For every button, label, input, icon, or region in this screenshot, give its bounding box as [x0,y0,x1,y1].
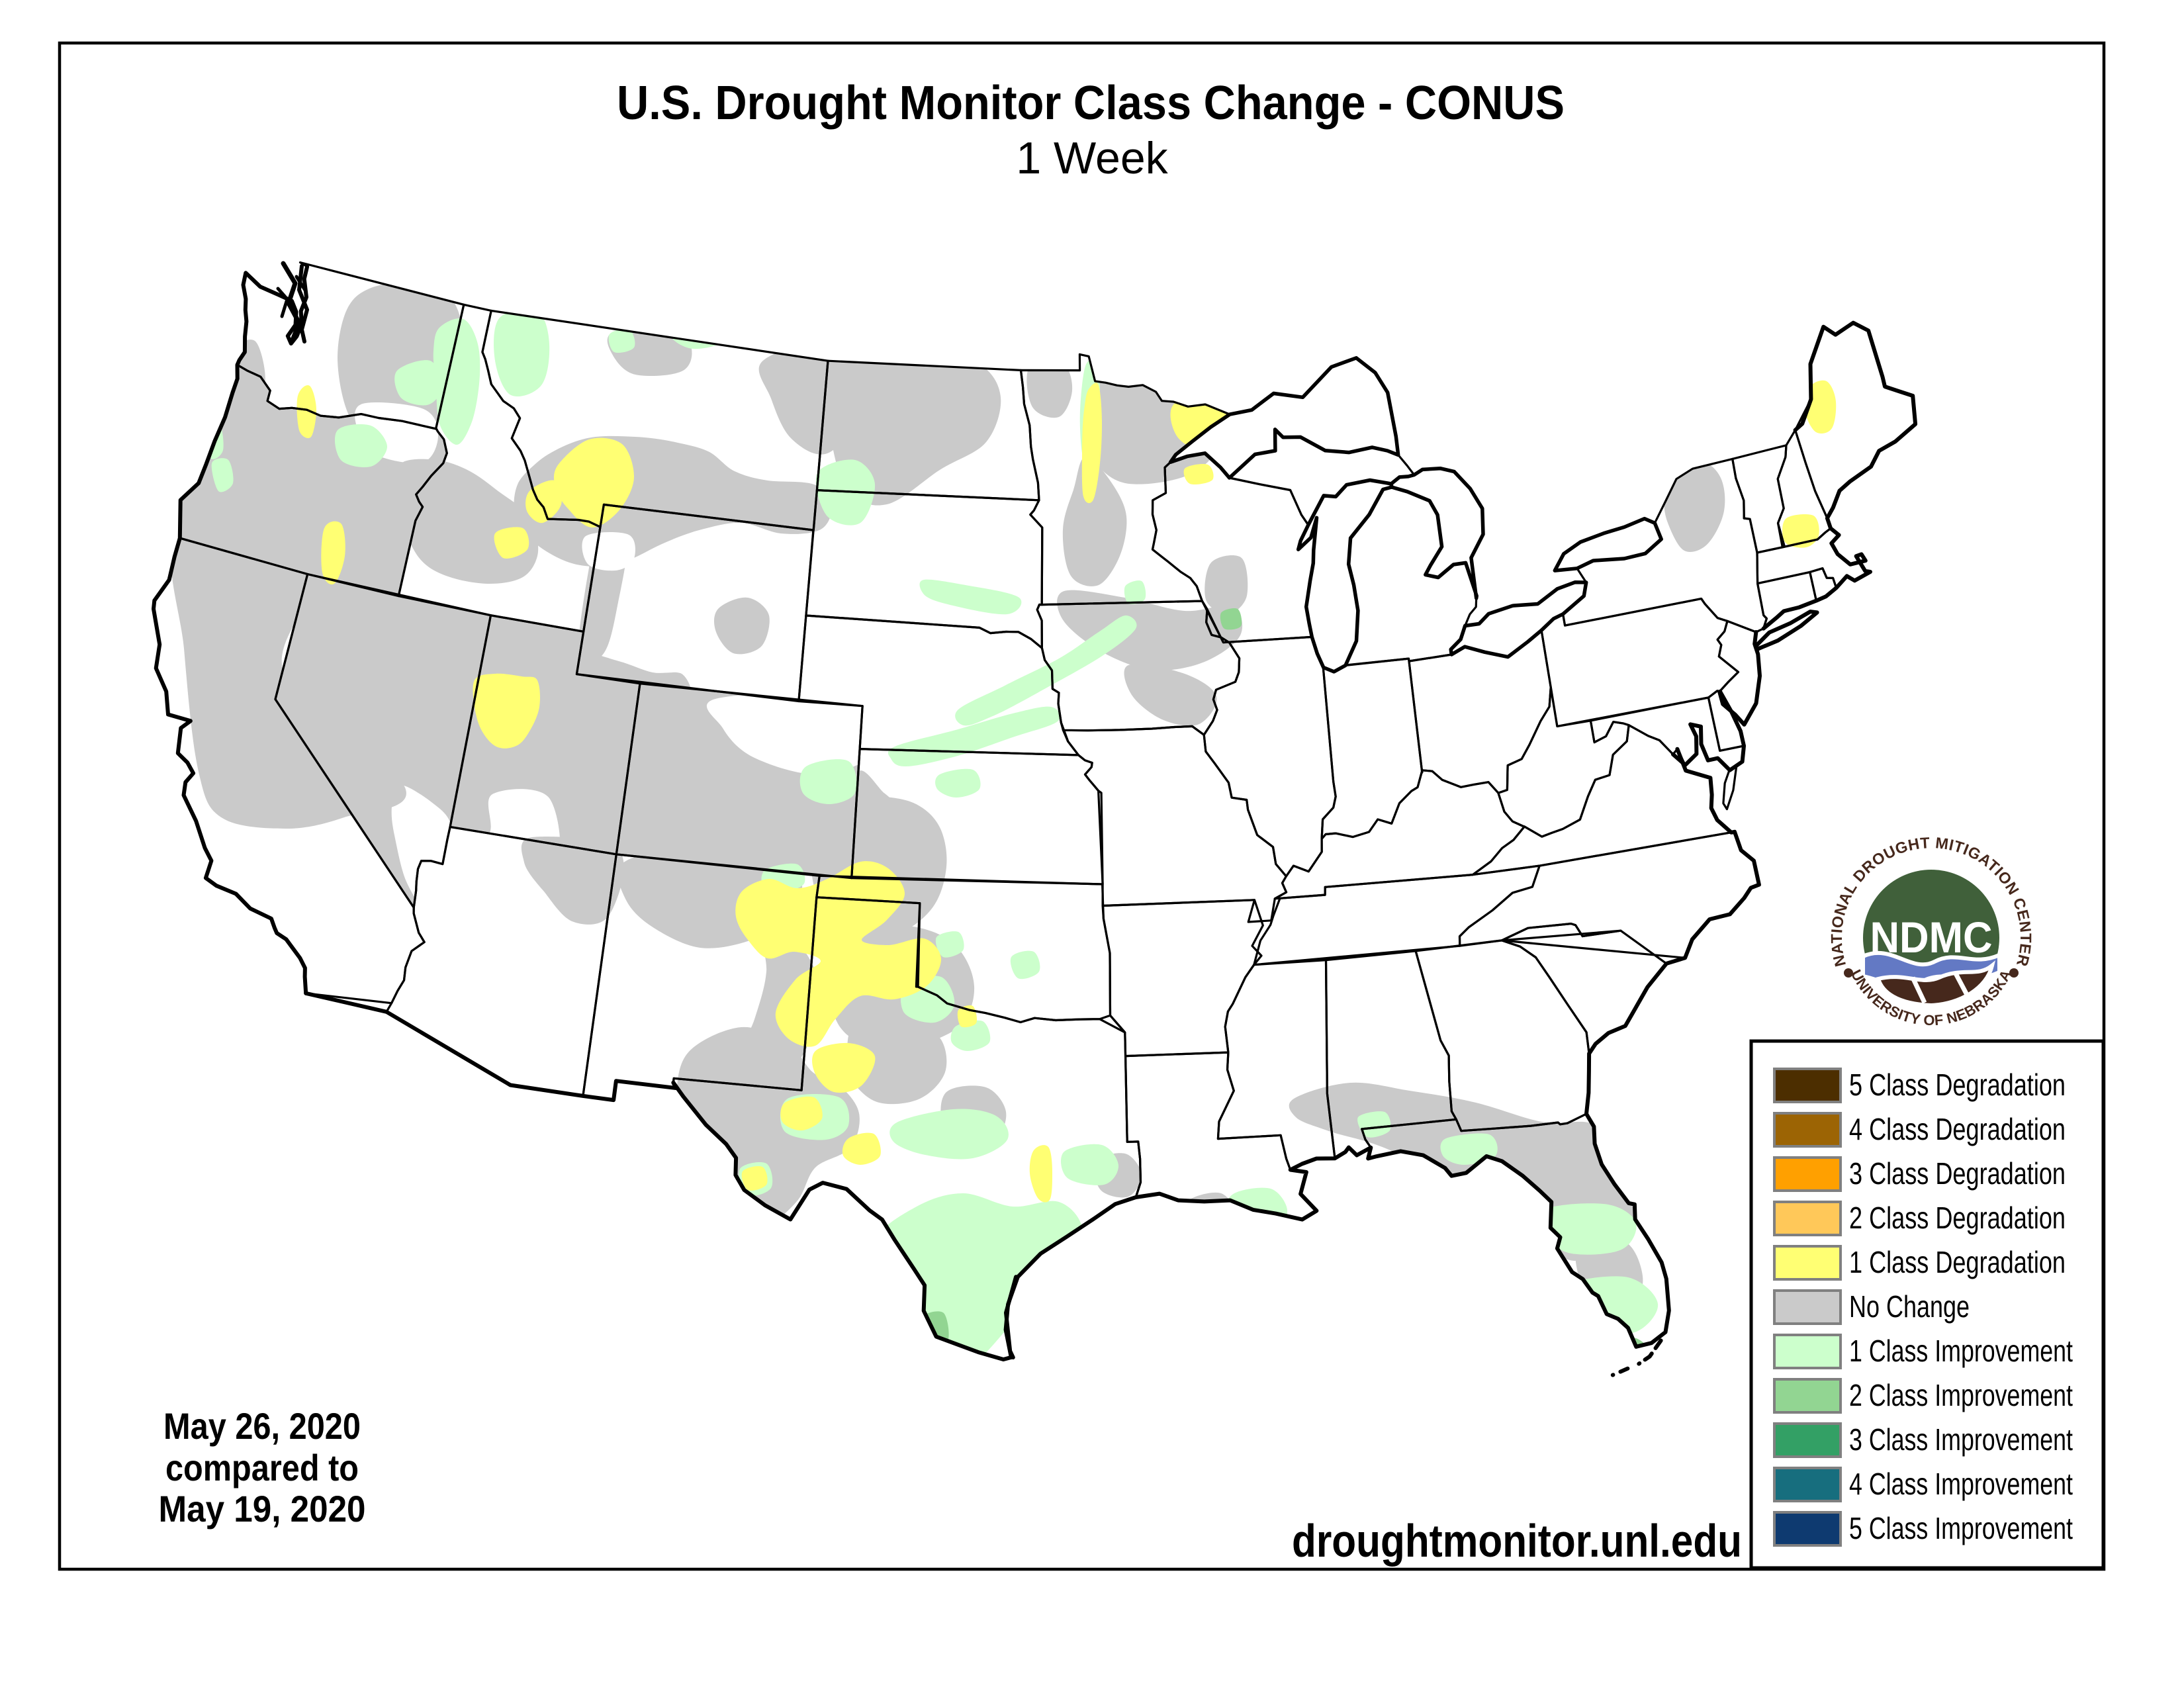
svg-text:5 Class Degradation: 5 Class Degradation [1849,1068,2066,1102]
svg-text:droughtmonitor.unl.edu: droughtmonitor.unl.edu [1292,1515,1742,1567]
svg-text:1 Class Degradation: 1 Class Degradation [1849,1245,2066,1279]
svg-text:2 Class Improvement: 2 Class Improvement [1849,1378,2073,1412]
svg-text:1 Class Improvement: 1 Class Improvement [1849,1334,2073,1368]
svg-text:4 Class Improvement: 4 Class Improvement [1849,1467,2073,1501]
svg-text:May 26, 2020: May 26, 2020 [163,1405,361,1447]
svg-text:compared to: compared to [165,1447,359,1488]
svg-text:U.S. Drought Monitor Class Cha: U.S. Drought Monitor Class Change - CONU… [617,77,1565,130]
svg-text:2 Class Degradation: 2 Class Degradation [1849,1201,2066,1235]
svg-text:3 Class Degradation: 3 Class Degradation [1849,1156,2066,1191]
svg-text:3 Class Improvement: 3 Class Improvement [1849,1422,2073,1457]
svg-text:No Change: No Change [1849,1289,1970,1324]
svg-text:4 Class Degradation: 4 Class Degradation [1849,1112,2066,1146]
svg-text:NDMC: NDMC [1870,913,1993,962]
svg-text:May 19, 2020: May 19, 2020 [159,1488,366,1530]
svg-text:5 Class Improvement: 5 Class Improvement [1849,1511,2073,1545]
svg-text:1 Week: 1 Week [1016,133,1168,183]
